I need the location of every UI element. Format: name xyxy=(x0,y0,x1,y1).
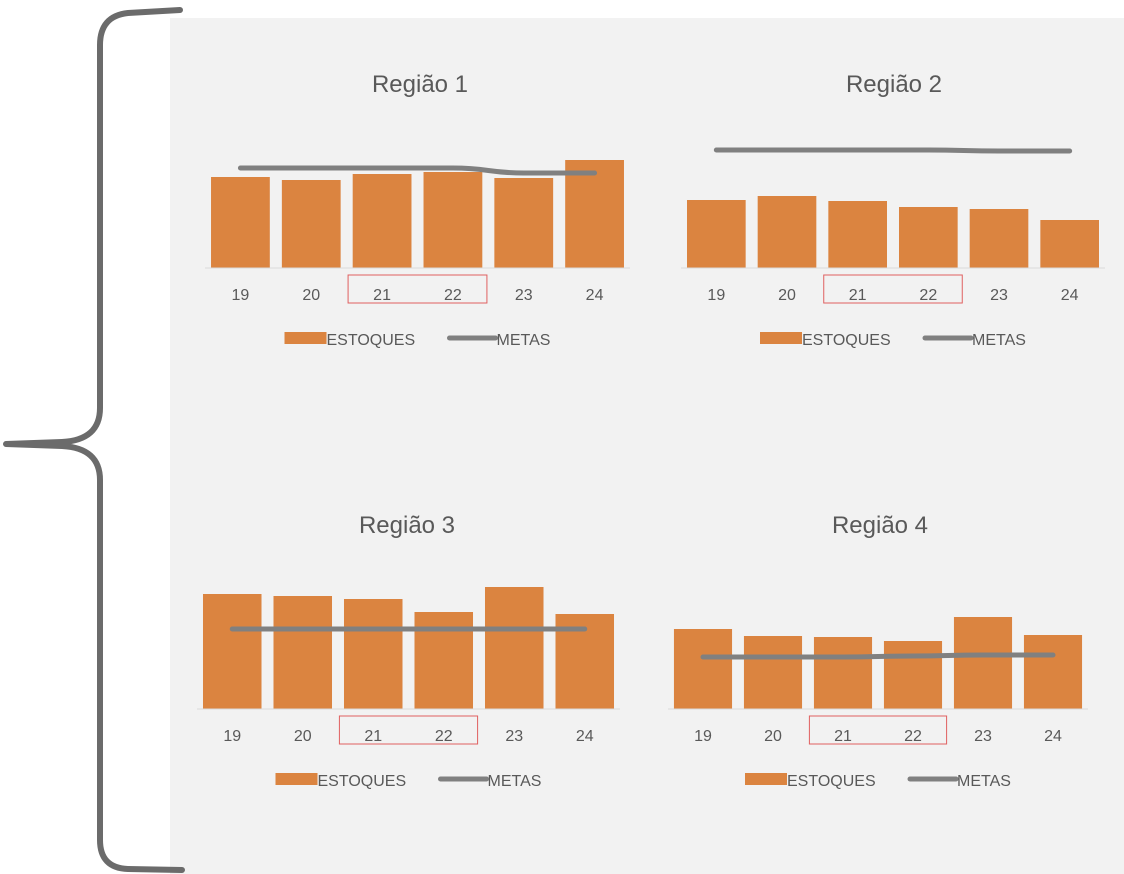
x-tick-label: 20 xyxy=(764,728,782,745)
estoques-bar xyxy=(565,160,624,268)
x-tick-label: 19 xyxy=(707,287,725,304)
legend-line-label: METAS xyxy=(488,773,542,790)
estoques-bar xyxy=(673,629,733,709)
legend: ESTOQUES METAS xyxy=(284,332,551,349)
x-tick-label: 20 xyxy=(302,287,320,304)
estoques-bar xyxy=(969,209,1029,268)
x-tick-label: 22 xyxy=(919,287,937,304)
x-tick-label: 19 xyxy=(223,728,241,745)
x-tick-label: 19 xyxy=(694,728,712,745)
x-tick-label: 24 xyxy=(586,287,604,304)
x-tick-label: 20 xyxy=(294,728,312,745)
legend-bar-label: ESTOQUES xyxy=(327,332,416,349)
estoques-bar xyxy=(743,636,803,709)
legend-bar-label: ESTOQUES xyxy=(318,773,407,790)
chart-region-3: Região 3 19 20 21 22 23 24 ESTOQUES METAS xyxy=(197,512,620,790)
x-tick-label: 23 xyxy=(974,728,992,745)
estoques-bar xyxy=(211,177,270,268)
x-tick-label: 22 xyxy=(904,728,922,745)
chart-region-1: Região 1 19 20 21 22 23 24 ESTOQUES METAS xyxy=(205,71,630,349)
x-tick-label: 21 xyxy=(849,287,867,304)
estoques-bar xyxy=(352,174,412,268)
legend-line-label: METAS xyxy=(497,332,551,349)
x-tick-label: 24 xyxy=(576,728,594,745)
metas-line xyxy=(237,165,598,176)
chart-title: Região 4 xyxy=(832,512,928,539)
x-tick-label: 23 xyxy=(990,287,1008,304)
chart-title: Região 2 xyxy=(846,71,942,98)
estoques-bar xyxy=(813,637,873,709)
legend-bar-swatch xyxy=(284,332,327,344)
legend: ESTOQUES METAS xyxy=(745,773,1011,790)
legend-bar-swatch xyxy=(275,773,318,785)
estoques-bar xyxy=(1023,635,1083,709)
chart-title: Região 3 xyxy=(359,512,455,539)
estoques-bar xyxy=(828,201,887,268)
estoques-bar xyxy=(883,641,943,709)
chart-region-2: Região 2 19 20 21 22 23 24 ESTOQUES METAS xyxy=(681,71,1105,349)
chart-title: Região 1 xyxy=(372,71,468,98)
x-tick-label: 24 xyxy=(1044,728,1062,745)
estoques-bar xyxy=(281,180,341,268)
legend-bar-label: ESTOQUES xyxy=(787,773,876,790)
legend-bar-swatch xyxy=(760,332,802,344)
charts-panel-background xyxy=(170,18,1124,874)
legend-line-label: METAS xyxy=(957,773,1011,790)
metas-line xyxy=(700,652,1056,660)
x-tick-label: 22 xyxy=(444,287,462,304)
estoques-bar xyxy=(687,200,746,268)
x-tick-label: 21 xyxy=(364,728,382,745)
estoques-bar xyxy=(899,207,958,268)
legend: ESTOQUES METAS xyxy=(275,773,542,790)
x-tick-label: 24 xyxy=(1061,287,1079,304)
estoques-bar xyxy=(484,587,544,709)
estoques-bar xyxy=(494,178,554,268)
metas-line xyxy=(713,147,1073,154)
estoques-bar xyxy=(202,594,262,709)
x-tick-label: 21 xyxy=(834,728,852,745)
estoques-bar xyxy=(1040,220,1099,268)
estoques-bar xyxy=(273,596,333,709)
curly-brace-icon xyxy=(3,7,185,873)
highlight-box xyxy=(823,274,963,304)
x-tick-label: 21 xyxy=(373,287,391,304)
highlight-box xyxy=(347,274,488,304)
x-tick-label: 22 xyxy=(435,728,453,745)
highlight-box xyxy=(338,715,479,745)
legend-bar-swatch xyxy=(745,773,787,785)
estoques-bar xyxy=(423,172,483,268)
estoques-bar xyxy=(343,599,403,709)
estoques-bar xyxy=(757,196,817,268)
legend-bar-label: ESTOQUES xyxy=(802,332,891,349)
x-tick-label: 23 xyxy=(515,287,533,304)
x-tick-label: 23 xyxy=(505,728,523,745)
legend: ESTOQUES METAS xyxy=(760,332,1026,349)
estoques-bar xyxy=(953,617,1013,709)
highlight-box xyxy=(808,715,948,745)
x-tick-label: 20 xyxy=(778,287,796,304)
chart-region-4: Região 4 19 20 21 22 23 24 ESTOQUES METAS xyxy=(668,512,1088,790)
legend-line-label: METAS xyxy=(972,332,1026,349)
x-tick-label: 19 xyxy=(232,287,250,304)
